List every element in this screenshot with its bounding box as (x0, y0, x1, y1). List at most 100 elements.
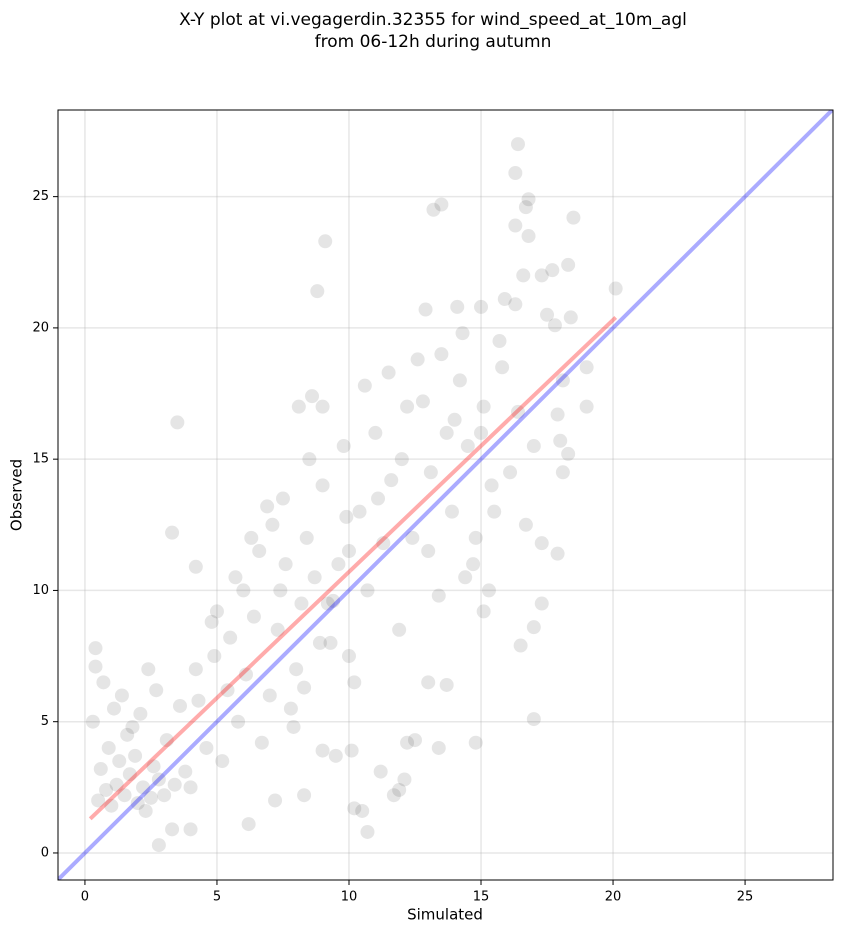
y-tick-label: 25 (32, 189, 49, 204)
point (534, 268, 549, 283)
point (563, 310, 578, 325)
point (244, 530, 259, 545)
point (96, 675, 111, 690)
point (518, 517, 533, 532)
point (474, 299, 489, 314)
x-tick-label: 20 (605, 890, 622, 905)
point (418, 302, 433, 317)
point (93, 761, 108, 776)
point (165, 525, 180, 540)
point (207, 649, 222, 664)
point (566, 210, 581, 225)
point (170, 415, 185, 430)
point (526, 439, 541, 454)
point (283, 701, 298, 716)
point (278, 557, 293, 572)
point (262, 688, 277, 703)
point (555, 465, 570, 480)
point (381, 365, 396, 380)
point (481, 583, 496, 598)
point (405, 530, 420, 545)
point (307, 570, 322, 585)
point (513, 638, 528, 653)
point (188, 662, 203, 677)
point (503, 465, 518, 480)
point (397, 772, 412, 787)
point (315, 478, 330, 493)
point (265, 517, 280, 532)
point (550, 546, 565, 561)
point (423, 465, 438, 480)
point (178, 764, 193, 779)
point (521, 229, 536, 244)
point (120, 727, 135, 742)
y-tick-label: 5 (41, 714, 49, 729)
point (386, 788, 401, 803)
point (275, 491, 290, 506)
point (99, 782, 114, 797)
point (392, 622, 407, 637)
point (394, 452, 409, 467)
point (302, 452, 317, 467)
point (241, 817, 256, 832)
point (540, 307, 555, 322)
point (492, 334, 507, 349)
point (323, 635, 338, 650)
point (550, 407, 565, 422)
plot-frame (57, 109, 834, 881)
point (561, 446, 576, 461)
point (223, 630, 238, 645)
point (88, 641, 103, 656)
point (439, 425, 454, 440)
point (410, 352, 425, 367)
point (468, 530, 483, 545)
point (246, 609, 261, 624)
chart-title: X-Y plot at vi.vegagerdin.32355 for wind… (179, 10, 687, 30)
point (101, 740, 116, 755)
point (315, 399, 330, 414)
point (85, 714, 100, 729)
point (254, 735, 269, 750)
point (444, 504, 459, 519)
point (91, 793, 106, 808)
point (508, 166, 523, 181)
point (468, 735, 483, 750)
point (294, 596, 309, 611)
point (209, 604, 224, 619)
point (88, 659, 103, 674)
point (299, 530, 314, 545)
point (534, 596, 549, 611)
y-axis-label: Observed (8, 459, 26, 531)
point (143, 790, 158, 805)
point (447, 412, 462, 427)
point (151, 772, 166, 787)
point (204, 614, 219, 629)
point (553, 433, 568, 448)
point (400, 735, 415, 750)
point (487, 504, 502, 519)
point (297, 788, 312, 803)
point (415, 394, 430, 409)
point (239, 667, 254, 682)
point (466, 557, 481, 572)
point (167, 777, 182, 792)
point (510, 404, 525, 419)
point (376, 536, 391, 551)
point (159, 733, 174, 748)
point (146, 759, 161, 774)
point (360, 824, 375, 839)
point (291, 399, 306, 414)
point (183, 822, 198, 837)
point (141, 662, 156, 677)
point (125, 719, 140, 734)
point (136, 780, 151, 795)
point (352, 504, 367, 519)
point (199, 740, 214, 755)
y-tick-label: 10 (32, 583, 49, 598)
point (231, 714, 246, 729)
point (460, 439, 475, 454)
point (130, 796, 145, 811)
x-tick-label: 15 (473, 890, 490, 905)
point (476, 604, 491, 619)
